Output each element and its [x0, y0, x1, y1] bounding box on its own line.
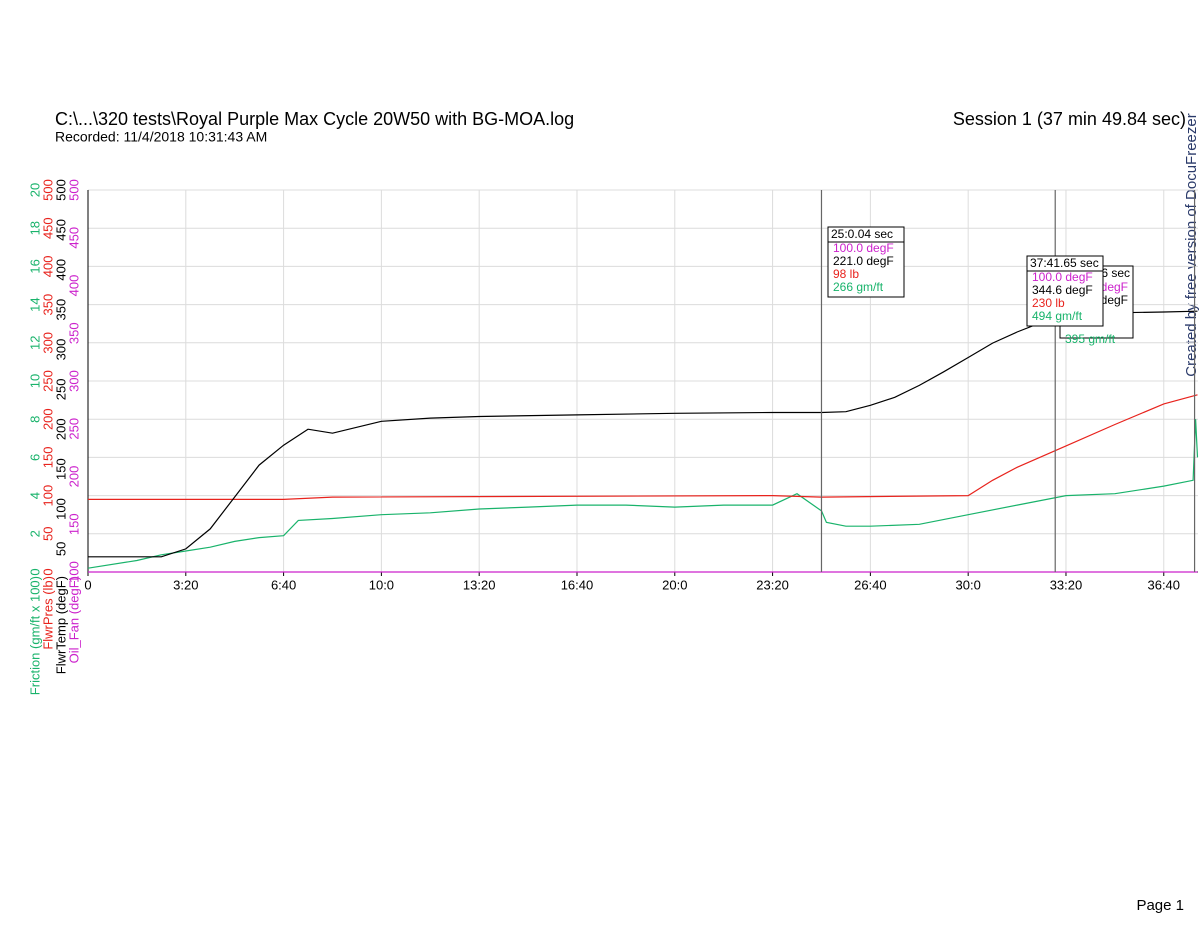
y-tick-label: 450: [40, 217, 55, 239]
x-tick-label: 0: [84, 577, 91, 592]
x-tick-label: 26:40: [854, 577, 887, 592]
x-tick-label: 23:20: [756, 577, 789, 592]
grid: 0 3:20 6:40 10:0 13:20 16:40 20:0 23:20 26:40 30:…: [27, 179, 1198, 695]
readout-value: 230 lb: [1032, 296, 1065, 310]
x-tick-label: 3:20: [173, 577, 198, 592]
y-tick-label: 4: [27, 492, 42, 499]
y-tick-label: 250: [53, 379, 68, 401]
y-tick-label: 14: [27, 297, 42, 311]
y-tick-label: 150: [66, 513, 81, 535]
y-tick-label: 450: [66, 227, 81, 249]
x-tick-label: 6:40: [271, 577, 296, 592]
y-tick-label: 100: [53, 498, 68, 520]
y-tick-label: 150: [53, 458, 68, 480]
readout-time: 6 sec: [1101, 266, 1130, 280]
y-tick-label: 20: [27, 183, 42, 197]
readout-value: 98 lb: [833, 267, 859, 281]
x-tick-label: 10:0: [369, 577, 394, 592]
y-tick-label: 0: [40, 568, 55, 575]
plot-lines: [87, 310, 1199, 573]
y-tick-label: 300: [66, 370, 81, 392]
readout-time: 37:41.65 sec: [1030, 256, 1099, 270]
y-tick-label: 50: [40, 527, 55, 541]
y-tick-label: 12: [27, 336, 42, 350]
chart-title: C:\...\320 tests\Royal Purple Max Cycle …: [55, 109, 574, 129]
y-tick-label: 100: [66, 561, 81, 583]
y-tick-label: 200: [53, 418, 68, 440]
y-tick-label: 100: [40, 485, 55, 507]
y-axis-title: FlwrTemp (degF): [53, 576, 68, 674]
readout-time: 25:0.04 sec: [831, 227, 893, 241]
readout-value: 395 gm/ft: [1065, 332, 1116, 346]
y-tick-label: 0: [27, 568, 42, 575]
page-number: Page 1: [1136, 897, 1184, 914]
readout-value: 100.0 degF: [833, 241, 894, 255]
y-axis-title: Oil_Fan (degF): [66, 576, 81, 663]
y-tick-label: 200: [66, 466, 81, 488]
readout-value: 494 gm/ft: [1032, 309, 1083, 323]
x-tick-label: 16:40: [561, 577, 594, 592]
y-tick-label: 50: [53, 542, 68, 556]
chart-subtitle: Recorded: 11/4/2018 10:31:43 AM: [55, 129, 267, 145]
readout-value: 100.0 degF: [1032, 270, 1093, 284]
x-tick-label: 20:0: [662, 577, 687, 592]
y-tick-label: 350: [40, 294, 55, 316]
y-tick-label: 400: [53, 259, 68, 281]
x-tick-label: 13:20: [463, 577, 496, 592]
y-tick-label: 400: [40, 256, 55, 278]
y-tick-label: 500: [53, 179, 68, 201]
y-tick-label: 10: [27, 374, 42, 388]
readout-value: degF: [1101, 293, 1128, 307]
session-label: Session 1 (37 min 49.84 sec): [953, 109, 1186, 129]
y-tick-label: 350: [66, 322, 81, 344]
y-tick-label: 400: [66, 275, 81, 297]
y-tick-label: 500: [66, 179, 81, 201]
y-tick-label: 200: [40, 408, 55, 430]
x-tick-label: 36:40: [1147, 577, 1180, 592]
y-tick-label: 350: [53, 299, 68, 321]
y-tick-label: 18: [27, 221, 42, 235]
watermark: Created by free version of DocuFreezer: [1183, 113, 1200, 376]
y-tick-label: 500: [40, 179, 55, 201]
readout-box: [827, 226, 905, 298]
readout-value: 266 gm/ft: [833, 280, 884, 294]
readout-value: degF: [1101, 280, 1128, 294]
y-axis-title: Friction (gm/ft x 100): [27, 576, 42, 695]
y-tick-label: 6: [27, 454, 42, 461]
y-tick-label: 150: [40, 447, 55, 469]
y-tick-label: 300: [40, 332, 55, 354]
readout-value: 221.0 degF: [833, 254, 894, 268]
y-axis-title: FlwrPres (lb): [40, 576, 55, 650]
y-tick-label: 16: [27, 259, 42, 273]
x-tick-label: 30:0: [956, 577, 981, 592]
readout-value: 344.6 degF: [1032, 283, 1093, 297]
y-tick-label: 450: [53, 219, 68, 241]
series-line: [87, 419, 1199, 569]
x-tick-label: 33:20: [1050, 577, 1083, 592]
series-line: [88, 394, 1198, 500]
y-tick-label: 2: [27, 530, 42, 537]
y-tick-label: 300: [53, 339, 68, 361]
y-tick-label: 250: [40, 370, 55, 392]
y-tick-label: 8: [27, 416, 42, 423]
series-line: [88, 310, 1198, 558]
readout-box: [1026, 255, 1104, 327]
y-tick-label: 250: [66, 418, 81, 440]
